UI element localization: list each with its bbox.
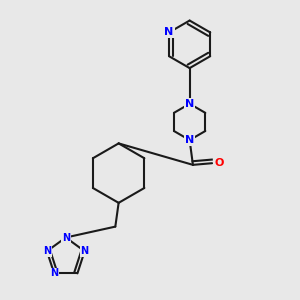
Text: N: N — [43, 246, 51, 256]
Text: N: N — [185, 135, 194, 145]
Text: N: N — [62, 232, 70, 242]
Text: N: N — [81, 246, 89, 256]
Text: N: N — [164, 27, 174, 38]
Text: O: O — [214, 158, 224, 168]
Text: N: N — [50, 268, 58, 278]
Text: N: N — [185, 99, 194, 109]
